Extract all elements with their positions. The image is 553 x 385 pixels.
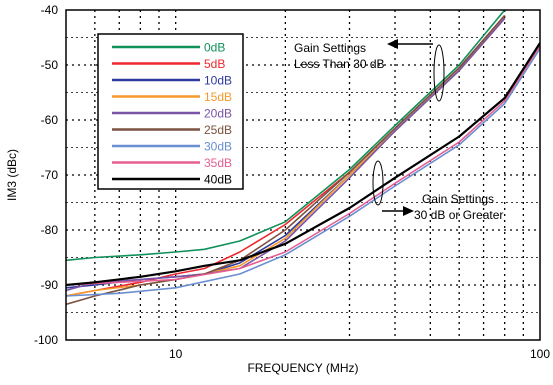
legend-label-0dB: 0dB (204, 41, 225, 55)
arrowhead-right (403, 206, 414, 216)
series-lines (66, 10, 540, 306)
legend-label-30dB: 30dB (204, 140, 232, 154)
annotation-30db-or-greater-line1: Gain Settings (422, 192, 494, 206)
series-line-0dB (66, 10, 506, 262)
series-line-40dB (66, 42, 540, 287)
legend-label-35dB: 35dB (204, 156, 232, 170)
x-axis-label: FREQUENCY (MHz) (247, 361, 358, 375)
y-tick-label: -70 (41, 168, 59, 182)
bracket-ellipse-less (433, 44, 445, 102)
legend-label-40dB: 40dB (204, 173, 232, 187)
bracket-ellipse-greater (372, 160, 384, 206)
annotation-30db-or-greater: Gain Settings 30 dB or Greater (372, 160, 503, 222)
legend: 0dB 5dB 10dB 15dB 20dB 25dB 30dB 35dB 40dB (97, 33, 244, 190)
plot-frame (65, 9, 541, 341)
series-line-35dB (66, 45, 540, 286)
legend-label-25dB: 25dB (204, 123, 232, 137)
arrowhead-left (387, 39, 398, 49)
annotation-less-than-30db: Gain Settings Less Than 30 dB (294, 39, 445, 102)
annotation-less-than-30db-line2: Less Than 30 dB (294, 57, 385, 71)
legend-label-5dB: 5dB (204, 57, 225, 71)
annotation-less-than-30db-line1: Gain Settings (294, 41, 366, 55)
annotation-30db-or-greater-line2: 30 dB or Greater (414, 208, 503, 222)
series-line-30dB (66, 48, 540, 297)
x-tick-label: 100 (530, 347, 550, 361)
y-tick-label: -40 (41, 3, 59, 17)
x-tick-labels: 10 100 (169, 347, 550, 361)
y-tick-label: -50 (41, 58, 59, 72)
legend-label-20dB: 20dB (204, 107, 232, 121)
y-tick-label: -90 (41, 278, 59, 292)
y-tick-label: -80 (41, 223, 59, 237)
y-tick-label: -60 (41, 113, 59, 127)
x-tick-label: 10 (169, 347, 183, 361)
legend-label-15dB: 15dB (204, 90, 232, 104)
y-tick-label: -100 (34, 333, 58, 347)
y-tick-labels: -40 -50 -60 -70 -80 -90 -100 (34, 3, 58, 347)
legend-label-10dB: 10dB (204, 74, 232, 88)
y-axis-label: IM3 (dBc) (5, 149, 19, 201)
